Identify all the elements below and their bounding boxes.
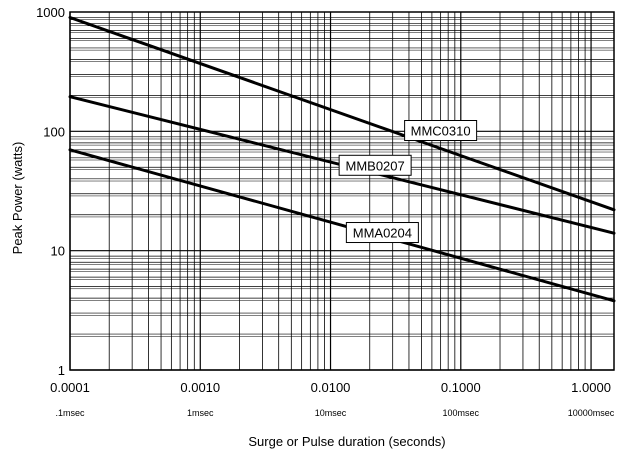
x-tick-sublabel: 1msec: [187, 408, 214, 418]
y-tick-label: 1: [58, 363, 65, 378]
x-tick-label: 0.0100: [311, 380, 351, 395]
series-label-mmc0310: MMC0310: [411, 124, 471, 139]
x-tick-sublabel: .1msec: [55, 408, 85, 418]
x-tick-sublabels: .1msec 1msec 10msec 100msec 10000msec: [55, 408, 614, 418]
series-label-box: [338, 154, 412, 176]
series-label-mmb0207: MMB0207: [346, 158, 405, 173]
plot-frame: [69, 11, 615, 371]
x-tick-label: 0.1000: [441, 380, 481, 395]
y-tick-label: 100: [43, 124, 65, 139]
x-tick-label: 0.0001: [50, 380, 90, 395]
x-tick-sublabel: 100msec: [443, 408, 480, 418]
series-label-box: [345, 222, 419, 244]
series-label-mma0204: MMA0204: [353, 226, 412, 241]
y-axis-title: Peak Power (watts): [10, 142, 25, 255]
x-axis-title: Surge or Pulse duration (seconds): [248, 434, 445, 449]
y-tick-label: 1000: [36, 5, 65, 20]
x-tick-label: 1.0000: [571, 380, 611, 395]
x-tick-label: 0.0010: [180, 380, 220, 395]
series-label-box: [404, 120, 478, 142]
y-tick-labels: 1 10 100 1000: [36, 5, 65, 378]
grid: [69, 12, 614, 371]
x-tick-labels: 0.0001 0.0010 0.0100 0.1000 1.0000: [50, 380, 611, 395]
x-tick-sublabel: 10msec: [315, 408, 347, 418]
y-tick-label: 10: [51, 244, 65, 259]
series-line-mma0204: [68, 148, 616, 303]
x-tick-sublabel: 10000msec: [568, 408, 615, 418]
series-labels: MMC0310 MMB0207 MMA0204: [338, 120, 478, 244]
series-line-mmc0310: [68, 16, 616, 212]
